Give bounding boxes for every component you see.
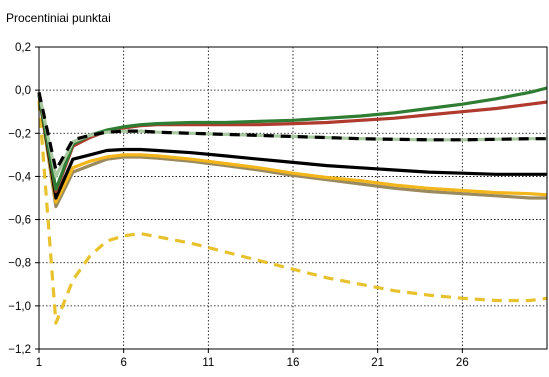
series-line-1 [37,100,548,325]
x-axis: 1 6 11 16 21 26 [36,349,469,369]
y-tick-label: −0,4 [8,171,31,183]
y-axis-label: Procentiniai punktai [6,11,111,25]
series-line-4 [37,94,547,200]
y-tick-label: 0,2 [15,42,31,54]
series-line-2 [37,94,547,209]
y-tick-label: −0,8 [8,258,31,270]
x-tick-label: 21 [371,357,384,369]
series-line-5 [37,94,548,194]
x-tick-label: 1 [36,357,42,369]
grid [39,47,547,349]
y-tick-label: −0,6 [8,215,31,227]
x-tick-label: 11 [202,357,214,369]
y-tick-label: −0,2 [8,128,31,140]
y-tick-label: −1,0 [8,301,31,313]
x-tick-label: 6 [120,357,126,369]
series-line-8 [37,91,547,172]
y-tick-label: −1,2 [8,344,31,356]
series-layer [37,86,548,325]
y-tick-label: 0,0 [15,85,31,97]
x-tick-label: 16 [287,357,300,369]
y-axis: 0,2 0,0 −0,2 −0,4 −0,6 −0,8 −1,0 −1,2 [8,42,39,356]
x-tick-label: 26 [456,357,469,369]
series-line-3 [37,94,548,204]
